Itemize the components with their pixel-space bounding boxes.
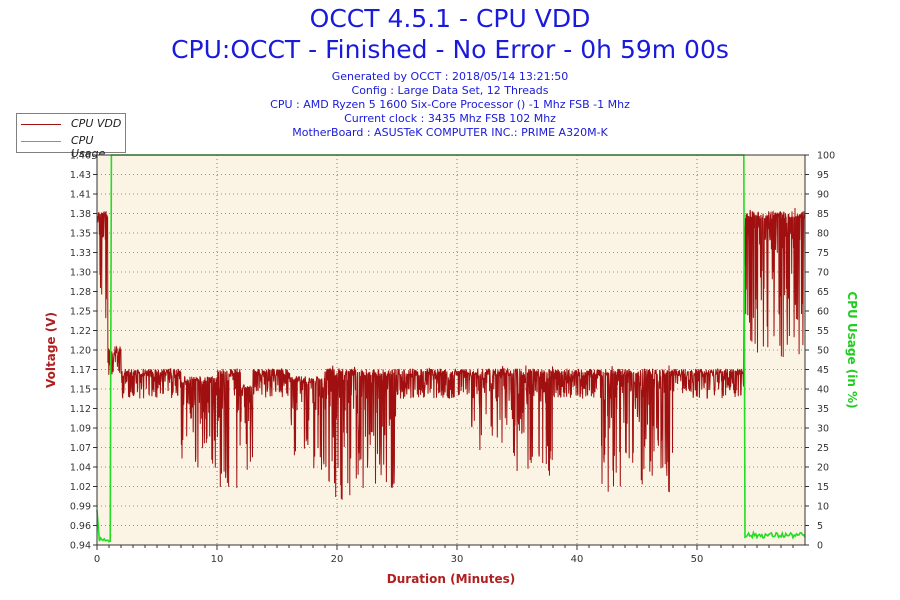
y-right-tick-label-13: 65 bbox=[817, 287, 829, 298]
info-cpu: CPU : AMD Ryzen 5 1600 Six-Core Processo… bbox=[270, 98, 630, 111]
y-right-tick-label-5: 25 bbox=[817, 443, 829, 454]
y-right-tick-label-12: 60 bbox=[817, 307, 829, 318]
y-left-tick-label-12: 1.25 bbox=[70, 307, 91, 318]
x-tick-label-0: 0 bbox=[94, 554, 100, 565]
y-left-tick-label-6: 1.09 bbox=[70, 424, 91, 435]
info-clock: Current clock : 3435 Mhz FSB 102 Mhz bbox=[344, 112, 556, 125]
x-tick-label-4: 40 bbox=[571, 554, 584, 565]
y-right-tick-label-6: 30 bbox=[817, 424, 829, 435]
y-right-tick-label-20: 100 bbox=[817, 151, 835, 162]
y-right-tick-label-18: 90 bbox=[817, 190, 829, 201]
y-left-tick-label-1: 0.96 bbox=[70, 521, 91, 532]
info-generated: Generated by OCCT : 2018/05/14 13:21:50 bbox=[331, 70, 569, 83]
y-right-tick-label-10: 50 bbox=[817, 346, 829, 357]
chart-subtitle: CPU:OCCT - Finished - No Error - 0h 59m … bbox=[171, 35, 729, 64]
x-tick-label-2: 20 bbox=[331, 554, 344, 565]
x-tick-label-1: 10 bbox=[211, 554, 224, 565]
y-left-tick-label-15: 1.33 bbox=[70, 248, 91, 259]
y-left-tick-label-14: 1.30 bbox=[70, 268, 91, 279]
y-left-tick-label-16: 1.35 bbox=[70, 229, 91, 240]
axis-labels: Duration (Minutes) Voltage (V) CPU Usage (… bbox=[44, 291, 859, 586]
y-left-tick-label-17: 1.38 bbox=[70, 209, 91, 220]
legend-label-vdd: CPU VDD bbox=[71, 117, 122, 130]
y-right-tick-label-0: 0 bbox=[817, 541, 823, 552]
y-right-tick-label-3: 15 bbox=[817, 482, 829, 493]
y-right-tick-label-17: 85 bbox=[817, 209, 829, 220]
vdd-line bbox=[96, 207, 806, 500]
y-right-tick-label-9: 45 bbox=[817, 365, 829, 376]
chart-title: OCCT 4.5.1 - CPU VDD bbox=[309, 4, 591, 33]
y-right-tick-label-2: 10 bbox=[817, 502, 829, 513]
legend-item-vdd: CPU VDD bbox=[17, 116, 125, 132]
y-right-tick-label-19: 95 bbox=[817, 170, 829, 181]
y-right-tick-label-7: 35 bbox=[817, 404, 829, 415]
chart-legend: CPU VDD CPU Usage bbox=[16, 113, 126, 160]
y-right-tick-label-8: 40 bbox=[817, 385, 829, 396]
y-left-tick-label-20: 1.46 bbox=[70, 151, 91, 162]
y-left-tick-label-11: 1.22 bbox=[70, 326, 91, 337]
legend-swatch-usage bbox=[21, 141, 61, 142]
x-tick-label-3: 30 bbox=[451, 554, 464, 565]
info-config: Config : Large Data Set, 12 Threads bbox=[351, 84, 549, 97]
grid bbox=[97, 155, 805, 545]
y-left-tick-label-19: 1.43 bbox=[70, 170, 91, 181]
x-tick-label-5: 50 bbox=[691, 554, 704, 565]
y-right-tick-label-11: 55 bbox=[817, 326, 829, 337]
x-axis-title: Duration (Minutes) bbox=[387, 572, 515, 586]
y-left-tick-label-10: 1.20 bbox=[70, 346, 91, 357]
y-left-axis-title: Voltage (V) bbox=[44, 312, 58, 388]
y-left-tick-label-8: 1.15 bbox=[70, 385, 91, 396]
y-left-tick-label-13: 1.28 bbox=[70, 287, 91, 298]
y-right-tick-label-15: 75 bbox=[817, 248, 829, 259]
y-left-tick-label-3: 1.02 bbox=[70, 482, 91, 493]
y-left-tick-label-4: 1.04 bbox=[70, 463, 91, 474]
y-right-tick-label-1: 5 bbox=[817, 521, 823, 532]
y-left-tick-label-2: 0.99 bbox=[70, 502, 91, 513]
y-right-axis-title: CPU Usage (in %) bbox=[845, 291, 859, 408]
y-left-tick-label-0: 0.94 bbox=[70, 541, 91, 552]
legend-swatch-vdd bbox=[21, 124, 61, 125]
y-right-tick-label-16: 80 bbox=[817, 229, 829, 240]
y-left-tick-label-9: 1.17 bbox=[70, 365, 91, 376]
y-left-tick-label-18: 1.41 bbox=[70, 190, 91, 201]
info-motherboard: MotherBoard : ASUSTeK COMPUTER INC.: PRI… bbox=[292, 126, 608, 139]
plot-area bbox=[97, 155, 805, 545]
y-right-tick-label-14: 70 bbox=[817, 268, 829, 279]
y-right-tick-label-4: 20 bbox=[817, 463, 829, 474]
y-left-tick-label-5: 1.07 bbox=[70, 443, 91, 454]
series-vdd bbox=[96, 207, 806, 500]
y-left-tick-label-7: 1.12 bbox=[70, 404, 91, 415]
axes: 0 10 20 30 40 500.940.960.991.021.041.071.091… bbox=[70, 151, 835, 566]
